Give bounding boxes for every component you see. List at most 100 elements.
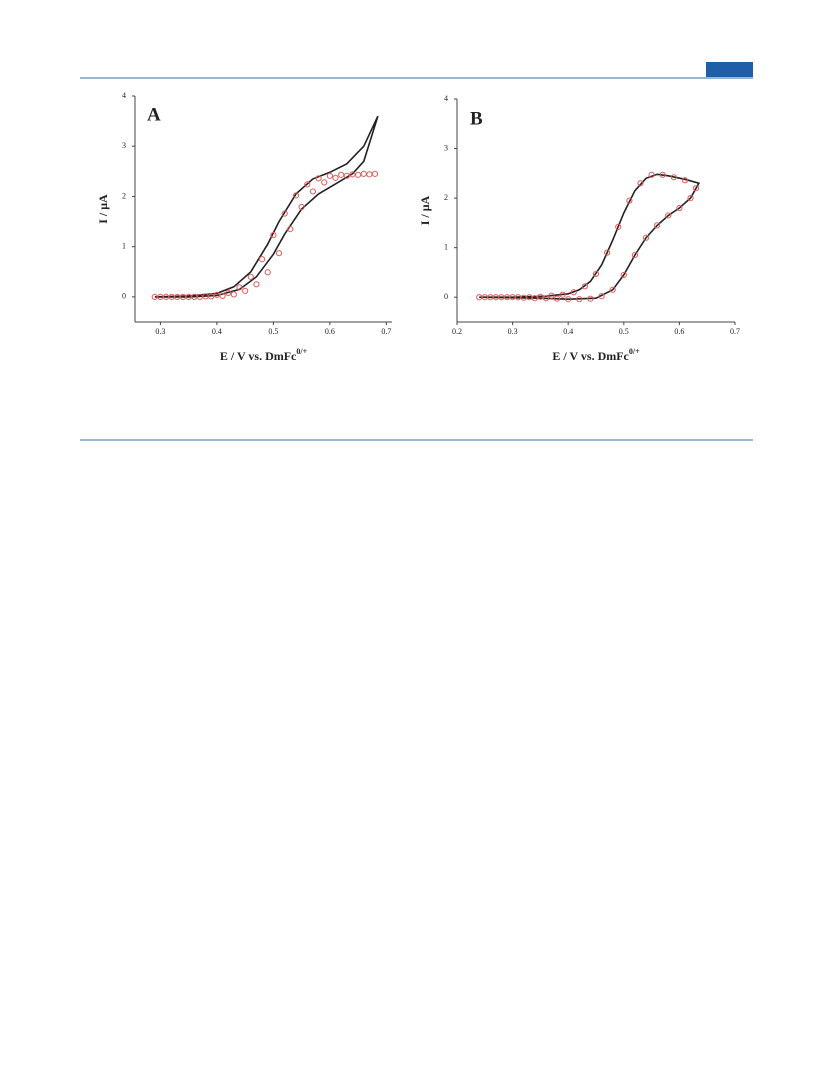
- x-tick-label: 0.6: [674, 327, 684, 336]
- data-point: [581, 283, 588, 290]
- data-point: [548, 292, 555, 299]
- data-line: [154, 115, 379, 298]
- data-point: [236, 284, 243, 291]
- data-point: [648, 171, 655, 178]
- y-tick-label: 4: [122, 91, 126, 100]
- data-point: [321, 179, 328, 186]
- data-point: [225, 289, 232, 296]
- data-point: [315, 175, 322, 182]
- data-point: [626, 197, 633, 204]
- data-point: [292, 192, 300, 199]
- data-point: [620, 271, 627, 279]
- data-point: [665, 212, 672, 219]
- data-point: [304, 181, 311, 188]
- data-point: [604, 249, 611, 256]
- y-tick-label: 2: [444, 193, 448, 202]
- y-tick-label: 3: [444, 143, 448, 152]
- x-tick-label: 0.3: [155, 327, 165, 336]
- data-point: [298, 203, 305, 211]
- panel-title: A: [147, 104, 161, 125]
- data-point: [637, 180, 644, 187]
- data-point: [213, 291, 221, 298]
- data-point: [230, 291, 237, 298]
- y-tick-label: 0: [122, 292, 126, 301]
- x-tick-label: 0.5: [619, 327, 629, 336]
- data-point: [360, 170, 367, 177]
- data-point: [670, 174, 677, 181]
- data-point: [676, 204, 683, 212]
- data-point: [553, 295, 561, 302]
- data-point: [559, 291, 566, 298]
- data-point: [687, 195, 694, 202]
- data-point: [537, 293, 544, 300]
- y-tick-label: 2: [122, 191, 126, 200]
- data-point: [270, 232, 277, 239]
- x-tick-label: 0.5: [268, 327, 278, 336]
- data-point: [576, 296, 583, 303]
- x-tick-label: 0.4: [563, 327, 573, 336]
- data-point: [654, 222, 661, 229]
- data-point: [565, 296, 572, 303]
- data-point: [253, 281, 260, 288]
- data-point: [659, 171, 666, 178]
- y-tick-label: 1: [122, 241, 126, 250]
- data-point: [338, 171, 345, 178]
- data-point: [631, 252, 639, 259]
- x-axis-label-sup: 0/+: [296, 347, 307, 356]
- x-axis-label-main: E / V vs. DmFc: [220, 349, 297, 363]
- data-point: [264, 269, 271, 276]
- x-tick-label: 0.2: [452, 327, 462, 336]
- data-point: [281, 210, 288, 217]
- x-tick-label: 0.7: [730, 327, 740, 336]
- data-point: [481, 294, 488, 301]
- header-tab: [706, 62, 753, 77]
- data-line: [479, 173, 701, 301]
- data-point: [191, 293, 198, 300]
- data-point: [275, 250, 283, 257]
- data-point: [609, 286, 616, 293]
- x-axis-label: E / V vs. DmFc0/+: [220, 347, 308, 363]
- data-point: [309, 188, 317, 195]
- x-axis-label-main: E / V vs. DmFc: [552, 349, 629, 363]
- data-point: [343, 172, 350, 179]
- x-tick-label: 0.4: [212, 327, 222, 336]
- y-axis-label: I / μA: [418, 195, 432, 225]
- data-point: [515, 294, 522, 301]
- data-point: [349, 171, 356, 178]
- data-point: [492, 294, 500, 301]
- data-point: [592, 270, 600, 278]
- data-point: [326, 172, 333, 179]
- x-axis-label-sup: 0/+: [629, 347, 640, 356]
- data-point: [371, 170, 379, 177]
- data-point: [168, 293, 175, 300]
- x-axis-label: E / V vs. DmFc0/+: [552, 347, 640, 363]
- data-point: [531, 295, 538, 302]
- data-point: [157, 293, 164, 300]
- x-tick-label: 0.3: [508, 327, 518, 336]
- x-tick-label: 0.7: [381, 327, 391, 336]
- panel-title: B: [470, 108, 483, 129]
- data-point: [202, 293, 209, 300]
- data-point: [542, 295, 550, 302]
- data-point: [287, 225, 294, 233]
- data-point: [219, 292, 226, 299]
- data-point: [570, 289, 577, 296]
- data-point: [681, 177, 689, 184]
- y-axis-label: I / μA: [96, 194, 110, 224]
- y-tick-label: 4: [444, 94, 448, 103]
- y-tick-label: 1: [444, 242, 448, 251]
- data-point: [598, 293, 605, 300]
- x-tick-label: 0.6: [325, 327, 335, 336]
- data-point: [332, 174, 339, 181]
- data-point: [258, 256, 266, 263]
- data-point: [615, 223, 622, 230]
- data-point: [642, 234, 650, 241]
- data-point: [355, 171, 362, 178]
- y-tick-label: 3: [122, 141, 126, 150]
- data-point: [179, 293, 187, 300]
- data-point: [503, 294, 511, 301]
- data-point: [587, 295, 594, 302]
- data-point: [526, 294, 533, 301]
